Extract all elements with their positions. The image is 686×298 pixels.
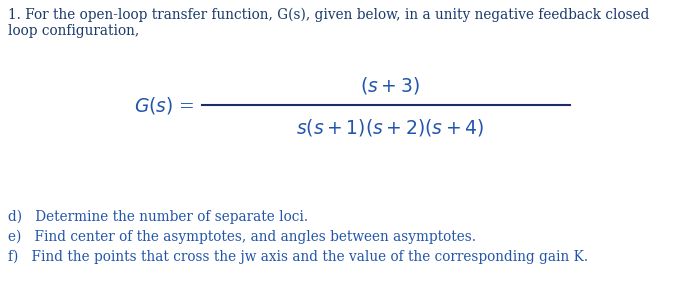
Text: e)   Find center of the asymptotes, and angles between asymptotes.: e) Find center of the asymptotes, and an… (8, 230, 476, 244)
Text: $\it{G(s)}$ =: $\it{G(s)}$ = (134, 94, 195, 116)
Text: loop configuration,: loop configuration, (8, 24, 139, 38)
Text: d)   Determine the number of separate loci.: d) Determine the number of separate loci… (8, 210, 308, 224)
Text: $\it{s(s + 1)(s + 2)(s + 4)}$: $\it{s(s + 1)(s + 2)(s + 4)}$ (296, 117, 484, 139)
Text: 1. For the open-loop transfer function, G(s), given below, in a unity negative f: 1. For the open-loop transfer function, … (8, 8, 650, 22)
Text: $\it{(s + 3)}$: $\it{(s + 3)}$ (360, 74, 420, 95)
Text: f)   Find the points that cross the jw axis and the value of the corresponding g: f) Find the points that cross the jw axi… (8, 250, 588, 264)
